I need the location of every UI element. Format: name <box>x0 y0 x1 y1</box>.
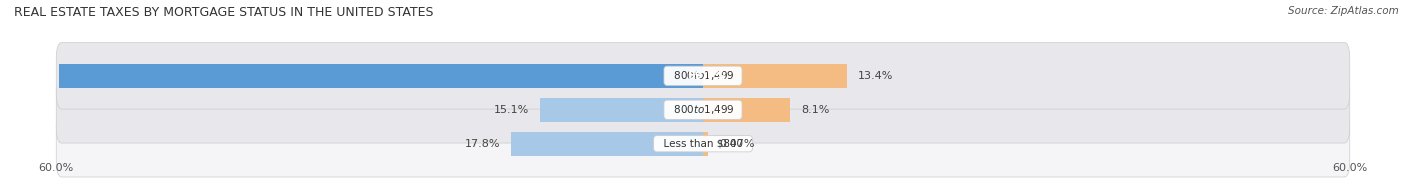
Bar <box>59 64 703 88</box>
Bar <box>703 64 848 88</box>
Text: Source: ZipAtlas.com: Source: ZipAtlas.com <box>1288 6 1399 16</box>
Text: 17.8%: 17.8% <box>465 139 501 149</box>
FancyBboxPatch shape <box>56 43 1350 109</box>
FancyBboxPatch shape <box>56 110 1350 177</box>
Bar <box>540 98 703 122</box>
Text: 15.1%: 15.1% <box>494 105 530 115</box>
Text: Less than $800: Less than $800 <box>657 139 749 149</box>
Text: $800 to $1,499: $800 to $1,499 <box>666 103 740 116</box>
FancyBboxPatch shape <box>56 76 1350 143</box>
Bar <box>512 132 703 156</box>
Bar <box>703 132 709 156</box>
Text: $800 to $1,499: $800 to $1,499 <box>666 69 740 82</box>
Text: 59.7%: 59.7% <box>688 71 725 81</box>
Text: 0.47%: 0.47% <box>718 139 755 149</box>
Text: 8.1%: 8.1% <box>801 105 830 115</box>
Text: 13.4%: 13.4% <box>858 71 894 81</box>
Bar <box>703 98 790 122</box>
Text: REAL ESTATE TAXES BY MORTGAGE STATUS IN THE UNITED STATES: REAL ESTATE TAXES BY MORTGAGE STATUS IN … <box>14 6 433 19</box>
